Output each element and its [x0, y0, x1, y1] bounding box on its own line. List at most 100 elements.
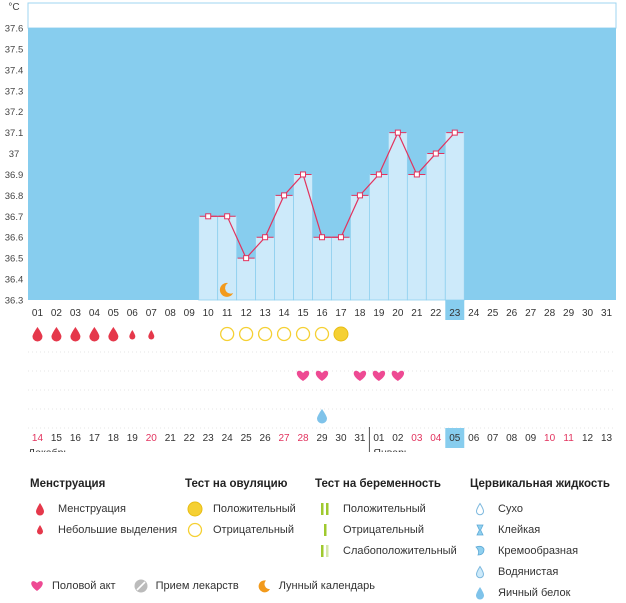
legend-intercourse: Половой акт: [30, 580, 116, 592]
y-tick-label: 36.9: [5, 170, 24, 181]
drop-large-icon: [30, 501, 50, 517]
temperature-bar: [425, 153, 446, 301]
y-tick-label: 37.6: [5, 24, 24, 35]
temperature-point: [205, 213, 212, 220]
legend-ovulation: Тест на овуляцию Положительный Отрицател…: [185, 478, 296, 540]
temperature-point: [319, 234, 325, 241]
cycle-day-label: 07: [146, 308, 158, 319]
intercourse-heart: [296, 370, 310, 381]
drop-filled-icon: [470, 585, 490, 601]
spotting-drop: [148, 330, 155, 340]
date-label: 28: [297, 433, 309, 444]
cycle-day-label: 09: [184, 308, 196, 319]
date-label: 11: [563, 433, 574, 444]
cycle-day-label: 10: [203, 308, 215, 319]
cream-icon: [470, 543, 490, 559]
moon-icon: [257, 579, 271, 593]
legend-menstruation-item: Менструация: [30, 498, 177, 519]
cycle-day-label: 19: [373, 308, 385, 319]
date-label: 18: [108, 433, 120, 444]
legend-cervical-eggwhite-label: Яичный белок: [498, 586, 571, 599]
cycle-day-label: 14: [279, 308, 291, 319]
cycle-day-highlight: [445, 300, 465, 320]
cycle-day-label: 15: [297, 308, 309, 319]
date-label: 12: [582, 433, 594, 444]
cycle-day-label: 18: [354, 308, 366, 319]
temperature-bar: [312, 236, 332, 301]
date-label: 01: [373, 433, 385, 444]
legend-pregnancy-negative: Отрицательный: [315, 519, 457, 540]
temperature-point: [394, 129, 401, 136]
date-label: 09: [525, 433, 537, 444]
ovulation-negative-mark: [276, 326, 292, 342]
y-tick-label: 37.1: [5, 128, 24, 139]
y-tick-label: 37.2: [5, 107, 24, 118]
temperature-bar: [255, 236, 275, 301]
legend-menstruation-title: Менструация: [30, 478, 106, 490]
ovulation-negative-mark: [220, 326, 235, 342]
temperature-bar: [331, 236, 351, 301]
menstruation-drop: [89, 327, 100, 342]
menstruation-drop: [108, 327, 119, 342]
temperature-bar: [293, 174, 313, 301]
temperature-bar: [406, 174, 427, 301]
legend-spotting-label: Небольшие выделения: [58, 523, 178, 536]
legend-moon-label: Лунный календарь: [278, 580, 375, 592]
legend-cervical-dry-label: Сухо: [498, 502, 523, 515]
legend-cervical: Цервикальная жидкость Сухо Клейкая Кремо…: [470, 478, 610, 603]
temperature-point: [432, 150, 439, 157]
date-label: 07: [487, 433, 499, 444]
cycle-day-label: 27: [525, 308, 537, 319]
cycle-day-label: 01: [32, 308, 44, 319]
legend-pregnancy-negative-label: Отрицательный: [343, 523, 424, 536]
date-label: 05: [449, 433, 461, 444]
cycle-day-label: 06: [127, 308, 139, 319]
legend-cervical-title: Цервикальная жидкость: [470, 478, 610, 490]
temperature-point: [413, 171, 420, 178]
cycle-day-label: 28: [544, 308, 556, 319]
y-tick-label: 36.3: [5, 296, 24, 307]
temperature-point: [375, 171, 382, 178]
legend-cervical-creamy: Кремообразная: [470, 540, 610, 561]
legend-cervical-dry: Сухо: [470, 498, 610, 519]
legend-intercourse-label: Половой акт: [52, 580, 116, 592]
date-label: 16: [70, 433, 82, 444]
intercourse-heart: [315, 370, 329, 381]
legend-ovulation-positive: Положительный: [185, 498, 296, 519]
y-tick-label: 37.4: [5, 65, 24, 76]
ovulation-positive-mark: [333, 326, 349, 342]
legend-pregnancy-weak: Слабоположительный: [315, 540, 457, 561]
cycle-day-label: 08: [165, 308, 177, 319]
faint-line-icon: [315, 543, 335, 559]
pill-icon: [134, 579, 148, 593]
date-label: 29: [316, 433, 328, 444]
date-label: 08: [506, 433, 518, 444]
ovulation-negative-mark: [295, 326, 311, 342]
legend-ovulation-positive-label: Положительный: [213, 502, 296, 515]
menstruation-drop: [51, 327, 62, 342]
intercourse-heart: [391, 370, 405, 381]
date-label: 19: [127, 433, 139, 444]
drop-outline-icon: [470, 501, 490, 517]
legend-pregnancy-positive: Положительный: [315, 498, 457, 519]
cycle-day-label: 25: [487, 308, 499, 319]
legend-spotting-item: Небольшие выделения: [30, 519, 177, 540]
month-december-label: Декабрь: [28, 447, 69, 452]
legend-pregnancy: Тест на беременность Положительный Отриц…: [315, 478, 457, 561]
legend-pregnancy-weak-label: Слабоположительный: [343, 544, 457, 557]
menstruation-drop: [70, 327, 81, 342]
legend-ovulation-title: Тест на овуляцию: [185, 478, 288, 490]
bottom-legend: Половой акт Прием лекарств Лунный календ…: [30, 579, 393, 593]
temperature-bar: [444, 132, 465, 301]
date-label: 20: [146, 433, 158, 444]
legend-cervical-sticky-label: Клейкая: [498, 523, 541, 536]
date-label: 14: [32, 433, 44, 444]
circle-filled-icon: [185, 501, 205, 517]
date-highlight: [445, 428, 465, 448]
temperature-bar: [198, 215, 219, 301]
legend-moon: Лунный календарь: [257, 579, 375, 593]
date-label: 06: [468, 433, 480, 444]
date-label: 13: [601, 433, 613, 444]
y-tick-label: 37.5: [5, 44, 24, 55]
cycle-day-label: 05: [108, 308, 120, 319]
